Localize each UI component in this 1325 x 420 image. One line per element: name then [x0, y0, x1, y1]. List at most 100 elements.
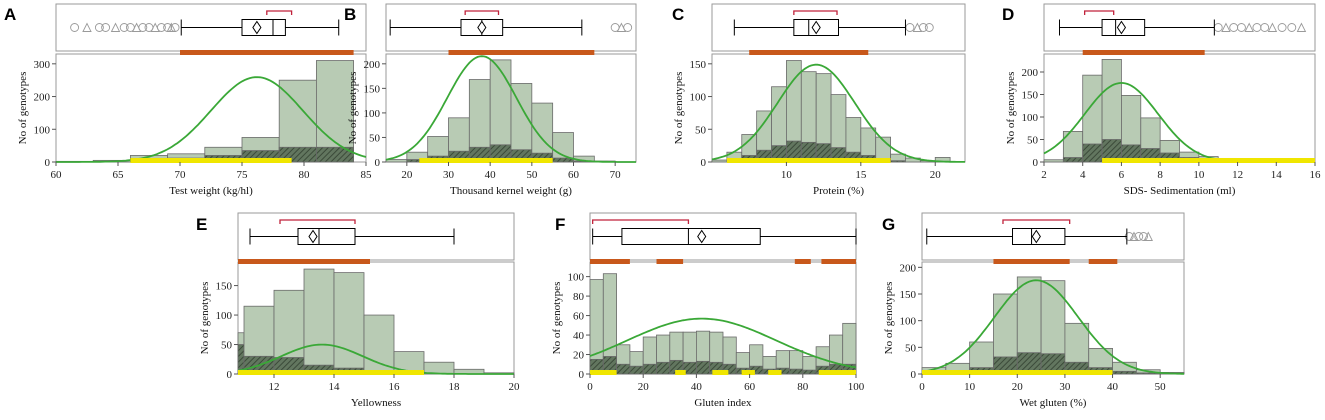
iqr-box [297, 228, 356, 245]
y-tick-label: 50 [221, 340, 233, 352]
orange-range-bar [238, 259, 370, 264]
y-axis-label: No of genotypes [883, 282, 895, 355]
x-tick-label: 10 [781, 169, 793, 181]
y-tick-label: 100 [364, 108, 381, 120]
y-tick-label: 80 [573, 291, 585, 303]
outlier-marker [156, 23, 166, 32]
histogram-bar [711, 159, 728, 163]
y-tick-label: 0 [701, 157, 707, 169]
mean-diamond [1116, 20, 1127, 35]
y-tick-label: 50 [1027, 135, 1039, 147]
iqr-box [241, 19, 286, 36]
y-tick-label: 50 [905, 342, 917, 354]
hatched-bar [629, 365, 644, 375]
yellow-range-bar [238, 370, 424, 375]
yellow-range-bar [768, 370, 782, 375]
x-tick-label: 75 [237, 169, 249, 181]
outlier-marker [1287, 23, 1297, 32]
outlier-marker [1139, 232, 1148, 241]
panel-letter: G [882, 215, 895, 234]
y-tick-label: 200 [900, 262, 917, 274]
mean-diamond [697, 229, 707, 244]
y-axis-label: No of genotypes [17, 72, 29, 145]
yellow-range-bar [741, 370, 755, 375]
mean-diamond [1031, 229, 1041, 244]
orange-range-bar [180, 50, 354, 55]
y-tick-label: 100 [216, 310, 233, 322]
y-axis-label: No of genotypes [199, 282, 211, 355]
y-tick-label: 150 [690, 59, 707, 71]
x-tick-label: 20 [638, 381, 650, 393]
outlier-marker [1143, 231, 1153, 241]
outlier-marker [138, 23, 148, 32]
x-axis-label: Thousand kernel weight (g) [450, 185, 572, 197]
x-tick-label: 50 [526, 169, 538, 181]
y-axis-label: No of genotypes [1005, 72, 1017, 145]
panel-f: F 0 20 40 60 80 100 0 20 40 60 80 100 Gluten index No … [551, 212, 865, 409]
yellow-range-bar [130, 158, 292, 163]
panel-g: G 0 50 100 150 200 0 10 20 30 40 50 Wet gluten (%) No… [882, 212, 1185, 409]
outlier-marker [623, 23, 633, 32]
x-tick-label: 65 [113, 169, 125, 181]
outlier-marker [1229, 23, 1239, 32]
panel-b: B 0 50 100 150 200 20 30 40 50 60 70 Thousand kernel… [344, 3, 637, 197]
outlier-marker [94, 23, 104, 32]
orange-range-bar [656, 259, 684, 264]
x-tick-label: 100 [848, 381, 865, 393]
y-axis-label: No of genotypes [673, 72, 685, 145]
x-tick-label: 20 [401, 169, 413, 181]
hatched-bar [890, 160, 906, 163]
x-axis-label: Test weight (kg/hl) [169, 185, 253, 197]
normal-fit-curve [921, 279, 1184, 375]
hatched-bar [642, 363, 657, 375]
outlier-marker [918, 23, 928, 32]
normal-fit-curve [237, 343, 514, 375]
x-tick-label: 60 [51, 169, 63, 181]
normal-fit-curve [589, 317, 857, 369]
outlier-marker [166, 22, 177, 32]
y-tick-label: 300 [34, 59, 51, 71]
y-tick-label: 40 [573, 330, 585, 342]
x-tick-label: 8 [1157, 169, 1163, 181]
shortest-half-bracket [1084, 10, 1115, 15]
x-tick-label: 40 [691, 381, 703, 393]
panel-letter: D [1002, 5, 1014, 24]
orange-range-bar [1088, 259, 1118, 264]
y-tick-label: 100 [1022, 112, 1039, 124]
yellow-range-bar [590, 370, 617, 375]
x-tick-label: 20 [1012, 381, 1024, 393]
histogram-bar [363, 314, 395, 375]
y-tick-label: 100 [568, 272, 585, 284]
y-tick-label: 150 [900, 289, 917, 301]
x-axis-label: Wet gluten (%) [1020, 397, 1087, 409]
shortest-half-bracket [592, 219, 690, 224]
panel-letter: E [196, 215, 207, 234]
x-axis-label: Yellowness [351, 397, 401, 409]
x-tick-label: 12 [1232, 169, 1243, 181]
x-tick-label: 16 [1310, 169, 1322, 181]
outlier-marker [1129, 231, 1139, 241]
outlier-marker [101, 23, 111, 32]
outlier-marker [1213, 23, 1223, 32]
x-tick-label: 16 [389, 381, 401, 393]
x-tick-label: 70 [175, 169, 187, 181]
x-axis-label: Gluten index [694, 397, 752, 409]
outlier-marker [170, 23, 180, 32]
outlier-marker [1267, 22, 1278, 32]
y-axis-label: No of genotypes [551, 282, 563, 355]
x-tick-label: 20 [930, 169, 942, 181]
y-tick-label: 0 [375, 157, 381, 169]
yellow-range-bar [419, 158, 553, 163]
y-tick-label: 200 [364, 59, 381, 71]
y-tick-label: 0 [1033, 157, 1039, 169]
normal-fit-curve [385, 55, 636, 163]
iqr-box [621, 228, 761, 245]
y-tick-label: 50 [369, 132, 381, 144]
x-tick-label: 60 [744, 381, 756, 393]
outlier-marker [905, 23, 915, 32]
x-tick-label: 15 [855, 169, 867, 181]
orange-range-bar [448, 50, 595, 55]
panel-d: D 0 50 100 150 200 2 4 6 8 10 12 14 16 SDS- Sedimentat… [1002, 3, 1322, 197]
mean-diamond [308, 229, 318, 244]
